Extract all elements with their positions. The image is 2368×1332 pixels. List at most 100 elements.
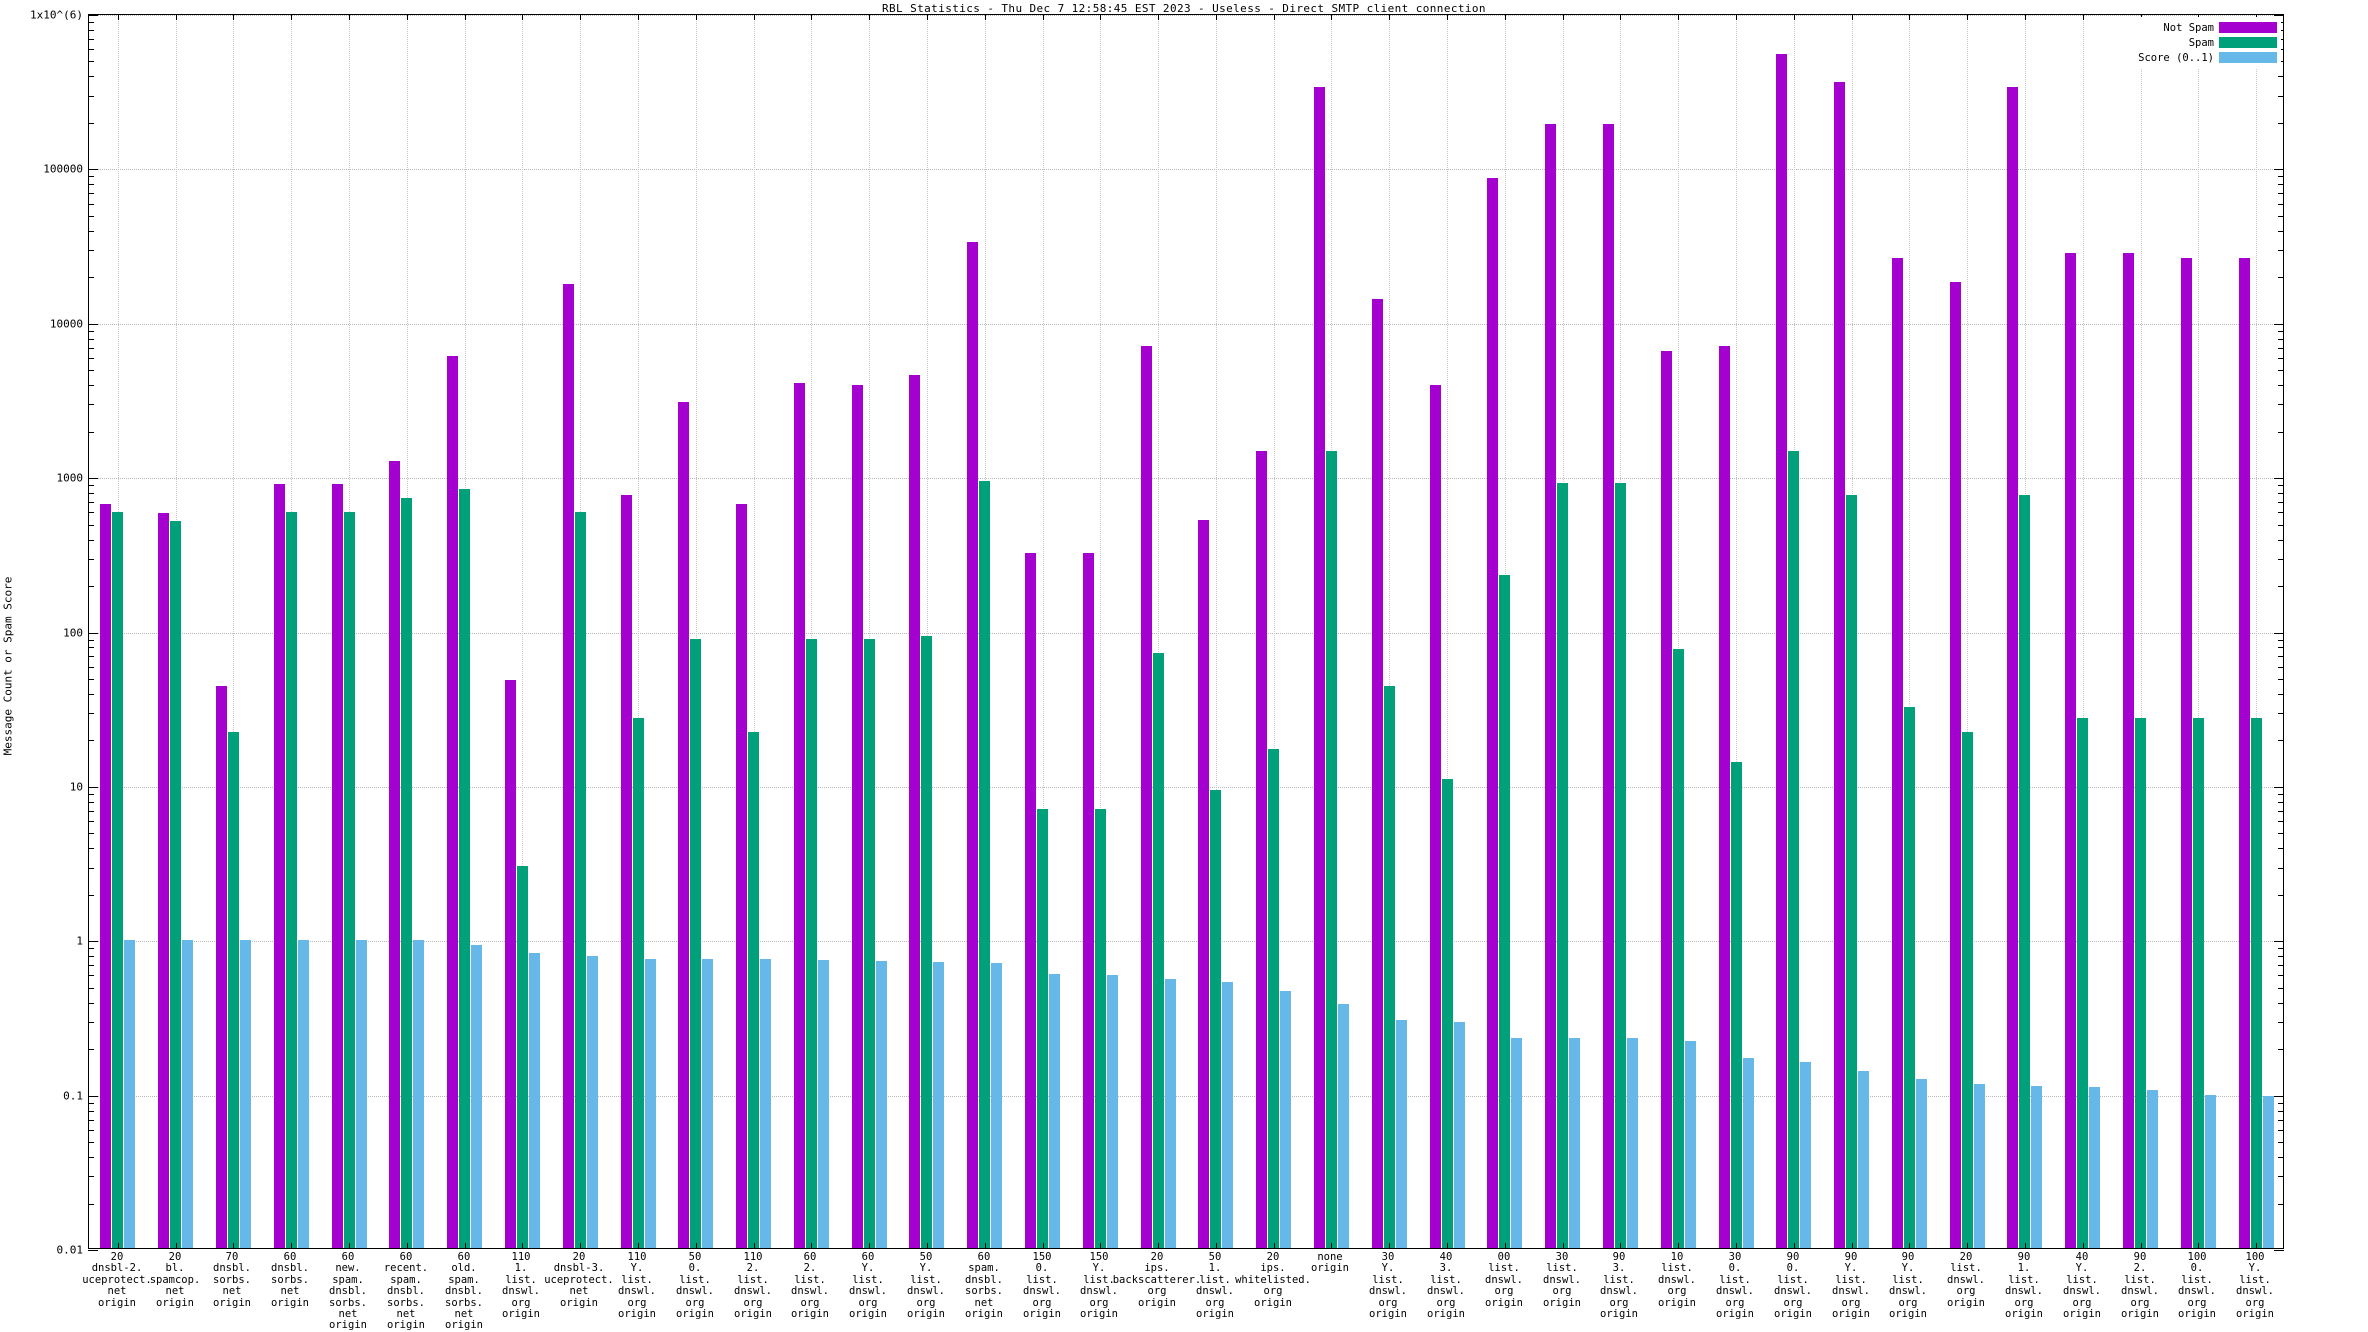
x-tick [1158,1243,1159,1249]
y-tick-label: 0.01 [56,1243,84,1257]
x-tick [1216,14,1217,20]
y-tick-major [2274,478,2284,480]
x-axis-label: 30 Y. list. dnswl. org origin [1369,1251,1407,1321]
y-tick-minor [88,431,94,433]
y-tick-minor [88,385,94,387]
x-tick [118,1243,119,1249]
x-tick [1736,14,1737,20]
chart-title: RBL Statistics - Thu Dec 7 12:58:45 EST … [882,2,1486,15]
x-tick [811,14,812,20]
bar-not-spam [736,503,748,1248]
x-tick [1678,14,1679,20]
y-tick-minor [88,1176,94,1178]
y-tick-minor [88,801,94,803]
legend-item: Score (0..1) [2138,50,2277,65]
x-tick [1389,14,1390,20]
x-tick [1794,14,1795,20]
y-tick-minor [88,1119,94,1121]
y-tick-minor [2278,848,2284,850]
legend-item: Not Spam [2138,20,2277,35]
bar-spam [1383,685,1395,1248]
y-tick-major [88,169,98,171]
x-tick [2141,1243,2142,1249]
gridline-vertical [1678,15,1679,1248]
y-tick-minor [88,176,94,178]
x-tick [1216,1243,1217,1249]
x-axis-label: 00 list. dnswl. org origin [1485,1251,1523,1309]
gridline-vertical [811,15,812,1248]
y-tick-minor [88,539,94,541]
y-tick-minor [88,586,94,588]
y-tick-minor [2278,1102,2284,1104]
y-tick-major [2274,15,2284,16]
y-tick-major [2274,632,2284,634]
x-tick [1389,1243,1390,1249]
y-tick-minor [88,38,94,40]
y-tick-minor [2278,22,2284,24]
x-axis-label: 90 0. list. dnswl. org origin [1774,1251,1812,1321]
bar-not-spam [1313,87,1325,1248]
y-tick-minor [88,894,94,896]
y-tick-minor [88,656,94,658]
bar-spam [1557,483,1569,1248]
y-tick-minor [2278,404,2284,406]
y-tick-label: 1 [76,934,83,948]
gridline-vertical [1389,15,1390,1248]
y-tick-minor [88,1021,94,1023]
y-tick-minor [2278,370,2284,372]
x-axis-label: 20 dnsbl-2. uceprotect. net origin [82,1251,152,1309]
y-tick-minor [2278,203,2284,205]
y-tick-minor [2278,965,2284,967]
x-tick [1852,1243,1853,1249]
y-tick-minor [88,821,94,823]
gridline-vertical [1909,15,1910,1248]
gridline-vertical [2256,15,2257,1248]
bar-spam [2077,718,2089,1248]
y-tick-minor [2278,693,2284,695]
y-tick-minor [88,193,94,195]
y-tick-minor [88,250,94,252]
x-tick [2025,1243,2026,1249]
bar-score [991,963,1003,1248]
bar-spam [2192,718,2204,1248]
x-tick [1736,1243,1737,1249]
y-tick-minor [88,404,94,406]
y-tick-minor [88,678,94,680]
y-tick-minor [88,485,94,487]
y-tick-minor [2278,512,2284,514]
bar-score [124,939,136,1248]
bar-spam [921,636,933,1248]
x-tick [1620,14,1621,20]
gridline-horizontal [89,169,2283,171]
x-tick [1331,1243,1332,1249]
bar-not-spam [389,461,401,1248]
x-tick [118,14,119,20]
x-axis-label: 100 Y. list. dnswl. org origin [2236,1251,2274,1321]
y-tick-minor [2278,230,2284,232]
bar-score [2262,1095,2274,1248]
bar-not-spam [273,483,285,1248]
legend-label-not-spam: Not Spam [2163,21,2214,34]
y-tick-minor [88,338,94,340]
bar-score [817,960,829,1248]
x-axis-label: 90 Y. list. dnswl. org origin [1889,1251,1927,1321]
gridline-vertical [869,15,870,1248]
bar-not-spam [851,384,863,1248]
y-tick-minor [88,347,94,349]
bar-not-spam [1949,282,1961,1248]
gridline-horizontal [89,941,2283,943]
y-tick-major [88,786,98,788]
y-tick-label: 10000 [49,317,83,331]
y-tick-minor [2278,49,2284,51]
x-axis-label: 50 1. list. dnswl. org origin [1196,1251,1234,1321]
x-tick [985,14,986,20]
y-tick-minor [88,740,94,742]
y-tick-major [88,1250,98,1251]
x-tick [1852,14,1853,20]
x-tick [1505,1243,1506,1249]
gridline-vertical [1736,15,1737,1248]
gridline-vertical [2141,15,2142,1248]
y-tick-minor [88,29,94,31]
bar-score [2204,1094,2216,1248]
